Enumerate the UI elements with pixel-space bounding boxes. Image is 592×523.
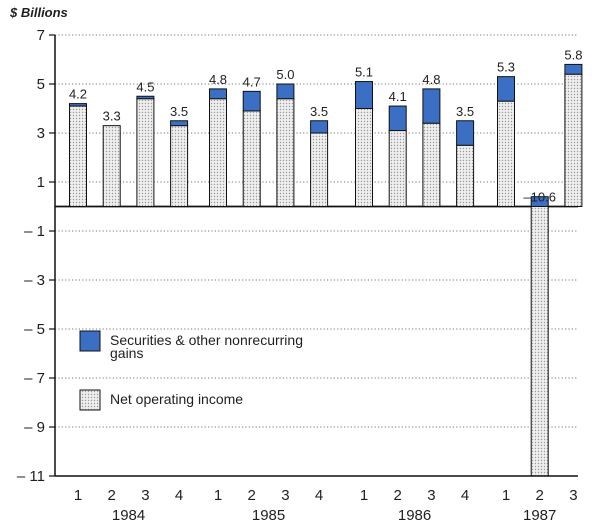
bar-securities-gains bbox=[276, 83, 295, 100]
y-tick-label: – 9 bbox=[24, 419, 45, 436]
data-label: 4.2 bbox=[69, 87, 87, 102]
legend-label: Net operating income bbox=[110, 391, 243, 407]
data-label: 4.8 bbox=[209, 72, 227, 87]
bars bbox=[69, 63, 583, 477]
bar-net-operating-income bbox=[209, 98, 227, 207]
bar-securities-gains bbox=[564, 63, 583, 75]
bar-securities-gains bbox=[530, 196, 549, 207]
bar-net-operating-income bbox=[276, 98, 295, 207]
y-tick-label: – 7 bbox=[24, 370, 45, 387]
bar-securities-gains bbox=[136, 95, 155, 100]
x-group-label: 1986 bbox=[398, 507, 431, 523]
bar-securities-gains bbox=[310, 120, 329, 134]
bar-net-operating-income bbox=[355, 108, 373, 207]
bar-net-operating-income bbox=[530, 206, 549, 477]
y-tick-label: 3 bbox=[37, 125, 45, 142]
data-label: 4.7 bbox=[243, 74, 261, 89]
data-label: 5.3 bbox=[497, 60, 515, 75]
x-axis: 1 2 3 4 1984 1 2 3 4 1985 1 2 3 4 1986 1 2 3 1987 bbox=[55, 475, 578, 523]
bar-net-operating-income bbox=[170, 125, 189, 207]
y-tick-label: – 11 bbox=[17, 468, 45, 485]
x-group-label: 1985 bbox=[252, 507, 285, 523]
bar-net-operating-income bbox=[242, 110, 261, 207]
bar-securities-gains bbox=[69, 103, 87, 107]
bar-securities-gains bbox=[170, 120, 189, 127]
y-tick-label: 5 bbox=[37, 76, 45, 93]
x-tick-label: 1 bbox=[360, 487, 368, 504]
data-label: 4.8 bbox=[422, 72, 440, 87]
data-label: 5.8 bbox=[564, 47, 582, 62]
bar-securities-gains bbox=[242, 90, 261, 112]
x-tick-label: 3 bbox=[569, 487, 577, 504]
y-axis-unit-label: $ Billions bbox=[9, 5, 68, 20]
bar-net-operating-income bbox=[422, 122, 441, 207]
bar-securities-gains bbox=[355, 81, 373, 110]
data-label: 3.5 bbox=[310, 104, 328, 119]
x-tick-label: 3 bbox=[427, 487, 435, 504]
x-tick-label: 1 bbox=[502, 487, 510, 504]
x-tick-label: 4 bbox=[461, 487, 469, 504]
x-tick-label: 2 bbox=[108, 487, 116, 504]
x-tick-label: 4 bbox=[315, 487, 323, 504]
bar-securities-gains bbox=[422, 88, 441, 124]
legend-swatch-securities bbox=[79, 330, 101, 352]
legend-label: Securities & other nonrecurring bbox=[110, 332, 303, 348]
bar-net-operating-income bbox=[69, 105, 87, 207]
bar-securities-gains bbox=[209, 88, 227, 100]
data-label: 4.1 bbox=[389, 89, 407, 104]
bar-securities-gains bbox=[388, 105, 407, 132]
bar-net-operating-income bbox=[102, 125, 121, 207]
x-tick-label: 2 bbox=[536, 487, 544, 504]
data-label: 5.0 bbox=[276, 67, 294, 82]
x-tick-label: 1 bbox=[74, 487, 82, 504]
legend-label: gains bbox=[110, 345, 143, 361]
y-tick-label: 7 bbox=[37, 27, 45, 44]
data-label: 3.5 bbox=[170, 104, 188, 119]
data-label: –10.6 bbox=[523, 190, 556, 205]
x-tick-label: 2 bbox=[394, 487, 402, 504]
data-labels: 4.2 3.3 4.5 3.5 4.8 4.7 5.0 3.5 5.1 4.1 4.8 3.5 5.3 –… bbox=[69, 47, 582, 204]
bar-net-operating-income bbox=[310, 132, 329, 207]
bar-net-operating-income bbox=[564, 73, 583, 207]
x-tick-label: 3 bbox=[141, 487, 149, 504]
data-label: 5.1 bbox=[355, 65, 373, 80]
bar-securities-gains bbox=[497, 76, 515, 102]
bar-net-operating-income bbox=[388, 130, 407, 207]
bar-net-operating-income bbox=[497, 100, 515, 207]
data-label: 3.5 bbox=[456, 104, 474, 119]
x-tick-label: 2 bbox=[248, 487, 256, 504]
x-tick-label: 1 bbox=[214, 487, 222, 504]
bar-securities-gains bbox=[456, 120, 475, 146]
x-tick-label: 4 bbox=[175, 487, 183, 504]
y-tick-label: 1 bbox=[37, 174, 45, 191]
data-label: 3.3 bbox=[103, 109, 121, 124]
y-tick-label: – 5 bbox=[24, 321, 45, 338]
y-tick-label: – 3 bbox=[24, 272, 45, 289]
y-axis: 7 5 3 1 – 1 – 3 – 5 – 7 – 9 – 11 bbox=[17, 27, 56, 485]
bar-net-operating-income bbox=[456, 144, 475, 207]
legend-swatch-net-operating bbox=[79, 389, 101, 411]
x-group-label: 1984 bbox=[112, 507, 145, 523]
bar-net-operating-income bbox=[136, 98, 155, 207]
data-label: 4.5 bbox=[136, 79, 154, 94]
x-group-label: 1987 bbox=[523, 507, 556, 523]
y-tick-label: – 1 bbox=[24, 223, 45, 240]
x-tick-label: 3 bbox=[281, 487, 289, 504]
